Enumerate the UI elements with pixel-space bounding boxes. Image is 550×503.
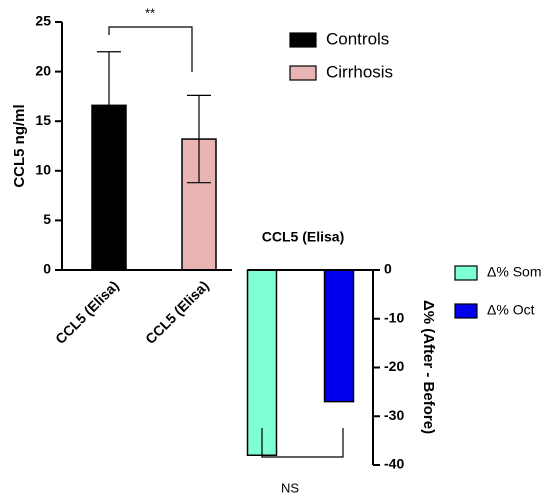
legend-label: Δ% Oct (487, 302, 535, 318)
y-tick-label: 0 (43, 261, 51, 277)
y-tick-label: 15 (35, 112, 51, 128)
legend-label: Controls (326, 29, 389, 48)
y-tick-label: -30 (384, 407, 404, 423)
bar (246, 269, 278, 456)
bar (323, 269, 355, 403)
y-tick-label: 5 (43, 211, 51, 227)
y-axis-label: CCL5 ng/ml (11, 104, 28, 187)
legend-swatch (454, 303, 478, 319)
legend-swatch (454, 265, 478, 281)
x-tick-label: CCL5 (Elisa) (142, 277, 212, 347)
legend-label: Δ% Som (487, 264, 541, 280)
legend-swatch (289, 32, 317, 48)
y-axis-label: Δ% (After - Before) (420, 300, 437, 434)
y-tick-label: -40 (384, 456, 404, 472)
y-tick-label: 20 (35, 62, 51, 78)
annotation: ** (145, 5, 155, 20)
legend-swatch (289, 65, 317, 81)
y-tick-label: -20 (384, 358, 404, 374)
chart-title: CCL5 (Elisa) (262, 229, 344, 245)
annotation: NS (281, 480, 299, 495)
bracket (261, 428, 344, 458)
legend-label: Cirrhosis (326, 62, 393, 81)
x-tick-label: CCL5 (Elisa) (52, 277, 122, 347)
y-tick-label: -10 (384, 309, 404, 325)
y-tick-label: 0 (384, 261, 392, 277)
y-tick-label: 25 (35, 13, 51, 29)
y-tick-label: 10 (35, 162, 51, 178)
bracket (108, 26, 193, 72)
